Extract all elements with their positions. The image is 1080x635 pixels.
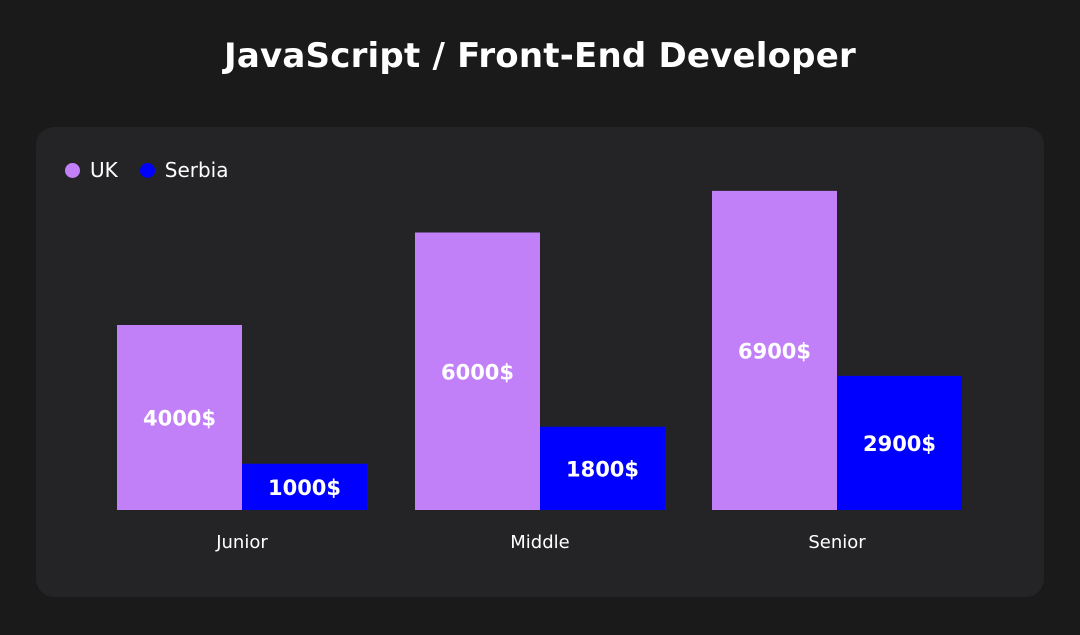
data-label-serbia-senior: 2900$ [863, 432, 936, 456]
bar-uk-senior [712, 190, 837, 510]
bar-uk-junior [117, 325, 242, 510]
data-label-serbia-junior: 1000$ [268, 476, 341, 500]
category-label-middle: Middle [510, 532, 569, 553]
bar-serbia-junior [242, 463, 367, 510]
legend-label-serbia: Serbia [164, 158, 229, 182]
data-label-uk-middle: 6000$ [441, 360, 514, 384]
data-label-uk-senior: 6900$ [738, 339, 811, 363]
legend-item-serbia: Serbia [139, 158, 229, 182]
category-label-senior: Senior [808, 532, 866, 553]
chart-card: UK Serbia 4000$ 1000$ Junior 6000$ 1800$ Midd… [36, 127, 1044, 597]
legend-dot-uk [65, 162, 80, 178]
category-label-junior: Junior [215, 532, 268, 553]
chart-title: JavaScript / Front-End Developer [224, 36, 856, 76]
legend-label-uk: UK [90, 158, 118, 182]
legend: UK Serbia [65, 158, 229, 182]
legend-dot-serbia [139, 162, 155, 178]
data-label-serbia-middle: 1800$ [566, 457, 639, 481]
bar-uk-middle [415, 232, 540, 510]
bar-serbia-middle [540, 426, 665, 510]
bar-serbia-senior [837, 375, 962, 510]
data-label-uk-junior: 4000$ [143, 407, 216, 431]
bar-chart: 4000$ 1000$ Junior 6000$ 1800$ Middle 6900$ 290… [117, 190, 962, 553]
legend-item-uk: UK [65, 158, 118, 182]
